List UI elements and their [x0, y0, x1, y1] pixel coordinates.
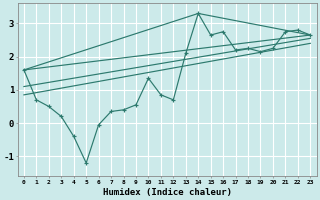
X-axis label: Humidex (Indice chaleur): Humidex (Indice chaleur): [103, 188, 232, 197]
